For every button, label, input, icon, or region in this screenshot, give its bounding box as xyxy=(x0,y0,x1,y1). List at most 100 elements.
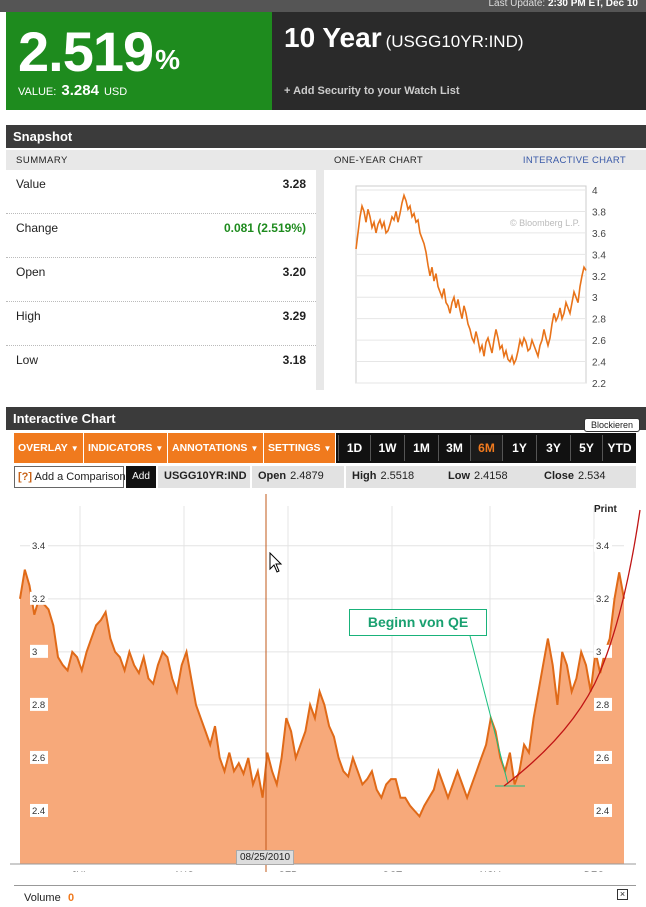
one-year-y-tick: 3.2 xyxy=(592,272,606,283)
security-title-panel: 10 Year (USGG10YR:IND) + Add Security to … xyxy=(272,12,646,110)
summary-row-open: Open 3.20 xyxy=(6,258,316,302)
add-to-watchlist-link[interactable]: + Add Security to your Watch List xyxy=(284,85,460,97)
one-year-chart-panel: ONE-YEAR CHART INTERACTIVE CHART 2.2 2.4 2… xyxy=(324,150,646,402)
settings-menu[interactable]: SETTINGS ▼ xyxy=(264,433,336,463)
snapshot-header: Snapshot xyxy=(6,125,646,148)
x-tick-label: JUL xyxy=(72,870,89,872)
volume-row: Volume 0 × xyxy=(14,885,636,907)
caret-down-icon: ▼ xyxy=(155,444,164,453)
y-tick-label: 3.2 xyxy=(32,594,45,605)
security-title: 10 Year (USGG10YR:IND) xyxy=(284,22,524,53)
caret-down-icon: ▼ xyxy=(70,444,79,453)
y-tick-bg xyxy=(594,591,612,605)
y-tick-label: 3 xyxy=(596,647,601,658)
y-tick-label: 2.6 xyxy=(32,753,45,764)
one-year-y-tick: 3.8 xyxy=(592,207,606,218)
period-ytd[interactable]: YTD xyxy=(602,435,636,461)
series-line xyxy=(19,569,625,819)
quote-change-panel: 2.519% VALUE: 3.284 USD xyxy=(6,12,272,110)
top-bar: Last Update: 2:30 PM ET, Dec 10 xyxy=(0,0,646,12)
y-tick-label: 3 xyxy=(32,647,37,658)
period-3m[interactable]: 3M xyxy=(438,435,470,461)
period-3y[interactable]: 3Y xyxy=(536,435,570,461)
y-tick-bg xyxy=(30,538,48,552)
one-year-y-tick: 2.2 xyxy=(592,379,606,390)
series-area xyxy=(20,569,624,864)
x-tick-label: SEP xyxy=(278,870,297,872)
y-tick-bg xyxy=(594,803,612,817)
mouse-cursor-icon xyxy=(269,552,283,573)
summary-label: SUMMARY xyxy=(6,150,316,170)
summary-panel: SUMMARY Value 3.28 Change 0.081 (2.519%) O… xyxy=(6,150,316,390)
one-year-y-tick: 3.6 xyxy=(592,229,606,240)
one-year-chart: 2.22.42.62.833.23.43.63.8410MarMayJulSep… xyxy=(355,185,606,402)
summary-row-value: Value 3.28 xyxy=(6,170,316,214)
summary-row-change: Change 0.081 (2.519%) xyxy=(6,214,316,258)
y-tick-bg xyxy=(594,644,612,658)
period-5y[interactable]: 5Y xyxy=(570,435,602,461)
panel-divider xyxy=(316,150,324,390)
chart-toolbar: OVERLAY ▼ INDICATORS ▼ ANNOTATIONS ▼ SETTIN… xyxy=(14,433,636,463)
x-tick-label: OCT xyxy=(382,870,402,872)
last-update: Last Update: 2:30 PM ET, Dec 10 xyxy=(488,0,638,9)
trend-curve xyxy=(503,509,641,787)
caret-down-icon: ▼ xyxy=(323,444,332,453)
y-tick-label: 3.2 xyxy=(596,594,609,605)
y-tick-label: 3.4 xyxy=(596,541,609,552)
y-tick-bg xyxy=(30,750,48,764)
annotations-menu[interactable]: ANNOTATIONS ▼ xyxy=(168,433,264,463)
period-1d[interactable]: 1D xyxy=(338,435,370,461)
one-year-y-tick: 3 xyxy=(592,293,598,304)
summary-row-high: High 3.29 xyxy=(6,302,316,346)
chart-ticker: USGG10YR:IND xyxy=(158,466,250,488)
indicators-menu[interactable]: INDICATORS ▼ xyxy=(84,433,168,463)
interactive-chart-header: Interactive Chart xyxy=(6,407,646,430)
interactive-chart[interactable]: 2.4 2.4 2.6 2.6 2.8 2.8 3 3 3.2 3.2 3.4 3.4 JUL AUG SE… xyxy=(0,492,646,872)
quote-value: VALUE: 3.284 USD xyxy=(18,82,128,99)
x-tick-label: NOV xyxy=(480,870,501,872)
one-year-y-tick: 3.4 xyxy=(592,250,606,261)
crosshair-date: 08/25/2010 xyxy=(236,850,294,865)
compare-row: [?] Add a Comparison Add USGG10YR:IND Op… xyxy=(14,466,636,488)
y-tick-bg xyxy=(594,750,612,764)
stat-open: Open 2.4879 xyxy=(252,466,344,488)
one-year-plot-area xyxy=(355,185,587,384)
y-tick-label: 2.4 xyxy=(596,806,609,817)
change-percent: 2.519% xyxy=(18,20,180,83)
one-year-y-tick: 2.8 xyxy=(592,315,606,326)
one-year-series-line xyxy=(355,192,587,367)
one-year-y-tick: 2.6 xyxy=(592,336,606,347)
summary-row-low: Low 3.18 xyxy=(16,353,306,367)
stat-low: Low 2.4158 xyxy=(442,466,538,488)
interactive-chart-link[interactable]: INTERACTIVE CHART xyxy=(522,155,626,166)
y-tick-label: 3.4 xyxy=(32,541,45,552)
blockieren-button[interactable]: Blockieren xyxy=(584,418,640,432)
y-tick-bg xyxy=(30,697,48,711)
help-icon[interactable]: [?] xyxy=(18,471,33,483)
y-tick-bg xyxy=(594,697,612,711)
stat-close: Close 2.534 xyxy=(538,466,636,488)
one-year-y-tick: 4 xyxy=(592,186,598,197)
y-tick-bg xyxy=(30,591,48,605)
add-comparison-button[interactable]: Add xyxy=(126,466,156,488)
period-1y[interactable]: 1Y xyxy=(502,435,536,461)
one-year-y-tick: 2.4 xyxy=(592,358,606,369)
one-year-chart-header: ONE-YEAR CHART INTERACTIVE CHART xyxy=(324,150,646,170)
y-tick-label: 2.6 xyxy=(596,753,609,764)
stat-high: High 2.5518 xyxy=(346,466,442,488)
period-1m[interactable]: 1M xyxy=(404,435,438,461)
add-comparison-input[interactable]: [?] Add a Comparison xyxy=(14,466,126,488)
close-icon[interactable]: × xyxy=(617,889,628,900)
y-tick-label: 2.4 xyxy=(32,806,45,817)
y-tick-bg xyxy=(594,538,612,552)
x-tick-label: DEC xyxy=(584,870,604,872)
period-6m[interactable]: 6M xyxy=(470,435,502,461)
period-1w[interactable]: 1W xyxy=(370,435,404,461)
annotation-pointer xyxy=(469,635,509,785)
overlay-menu[interactable]: OVERLAY ▼ xyxy=(14,433,84,463)
print-link[interactable]: Print xyxy=(594,504,617,515)
y-tick-bg xyxy=(30,803,48,817)
caret-down-icon: ▼ xyxy=(250,444,259,453)
annotation-label[interactable]: Beginn von QE xyxy=(349,609,487,636)
